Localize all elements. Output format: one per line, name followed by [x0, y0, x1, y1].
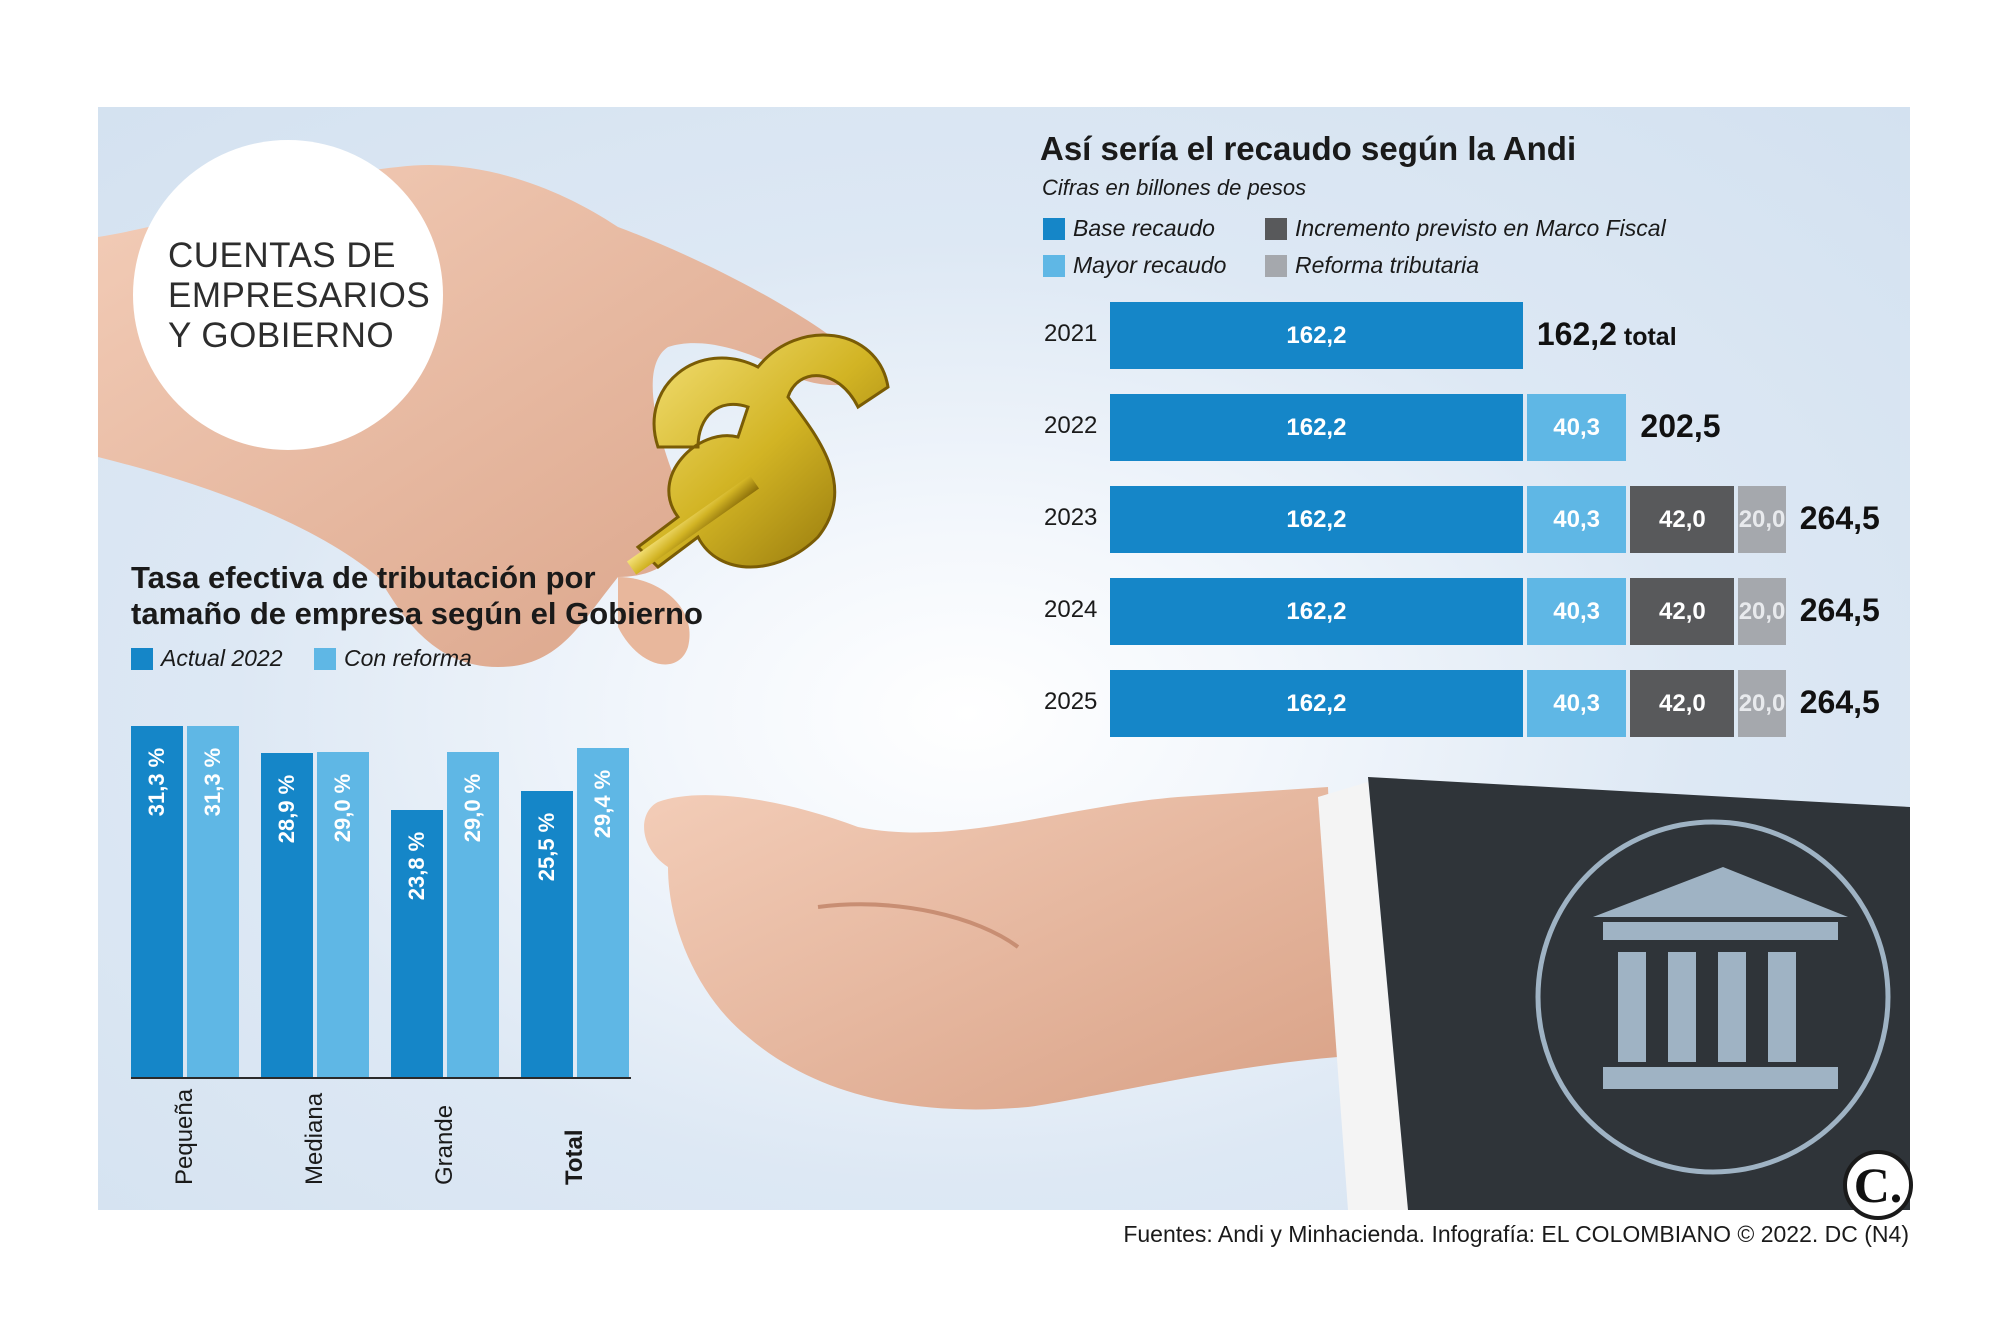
year-label: 2024 [1044, 596, 1098, 623]
legend-label: Mayor recaudo [1073, 252, 1227, 278]
recaudo-chart-subtitle: Cifras en billones de pesos [1042, 175, 1307, 200]
bar-segment: 20,0 [1738, 670, 1786, 737]
total-label: 264,5 [1800, 684, 1880, 721]
tasa-title-line1: Tasa efectiva de tributación por [131, 560, 596, 595]
year-label: 2022 [1044, 412, 1098, 439]
legend-swatch [1265, 217, 1287, 240]
year-label: 2023 [1044, 504, 1098, 531]
year-label: 2025 [1044, 688, 1098, 715]
bar-segment: 40,3 [1526, 394, 1627, 461]
category-label: Grande [431, 1104, 458, 1185]
bar-segment: 20,0 [1738, 578, 1786, 645]
bar-segment: 162,2 [1110, 394, 1523, 461]
bar [187, 726, 239, 1077]
legend-swatch [1265, 254, 1287, 277]
bar [521, 791, 573, 1077]
recaudo-legend-item: Incremento previsto en Marco Fiscal [1265, 215, 1666, 242]
bar-segment: 162,2 [1110, 302, 1523, 369]
bar-value-label: 31,3 % [200, 748, 225, 817]
title-badge [133, 140, 443, 450]
bar-value-label: 25,5 % [534, 813, 559, 882]
bar [131, 726, 183, 1077]
recaudo-legend-item: Base recaudo [1043, 215, 1215, 242]
bar-segment: 40,3 [1526, 578, 1627, 645]
legend-swatch [131, 647, 153, 670]
recaudo-chart-title: Así sería el recaudo según la Andi [1040, 130, 1577, 167]
total-value: 264,5 [1799, 500, 1880, 536]
tasa-chart-title: Tasa efectiva de tributación por tamaño … [131, 560, 703, 632]
total-value: 162,2 [1536, 316, 1617, 352]
total-value: 202,5 [1640, 408, 1721, 444]
year-label: 2021 [1044, 320, 1098, 347]
x-axis-line [131, 1077, 631, 1079]
tasa-legend-item: Con reforma [314, 645, 472, 672]
el-colombiano-logo: C. [1843, 1150, 1913, 1220]
bank-building-icon [1535, 819, 1891, 1175]
legend-swatch [1043, 217, 1065, 240]
bar-segment: 40,3 [1526, 486, 1627, 553]
tasa-legend-item: Actual 2022 [131, 645, 282, 672]
bar-segment: 162,2 [1110, 578, 1523, 645]
hand-receiving-icon [644, 787, 1338, 1110]
bar-segment: 42,0 [1630, 670, 1735, 737]
legend-swatch [1043, 254, 1065, 277]
legend-label: Base recaudo [1073, 215, 1215, 241]
bar-value-label: 31,3 % [144, 748, 169, 817]
bar-segment: 42,0 [1630, 486, 1735, 553]
total-label: 162,2 total [1537, 316, 1677, 353]
bar [391, 810, 443, 1077]
bar-value-label: 23,8 % [404, 832, 429, 901]
illustration [98, 165, 1910, 1210]
bar-value-label: 29,0 % [460, 773, 485, 843]
bar [447, 752, 499, 1077]
legend-swatch [314, 647, 336, 670]
bar-segment: 20,0 [1738, 486, 1786, 553]
dollar-sign-icon [626, 333, 890, 575]
tasa-title-line2: tamaño de empresa según el Gobierno [131, 596, 703, 631]
category-label: Pequeña [171, 1088, 198, 1185]
bar [577, 747, 629, 1077]
bar-segment: 40,3 [1526, 670, 1627, 737]
recaudo-legend-item: Reforma tributaria [1265, 252, 1479, 279]
recaudo-legend-item: Mayor recaudo [1043, 252, 1226, 279]
bank-sleeve [1318, 777, 1910, 1210]
total-label: 264,5 [1800, 592, 1880, 629]
total-suffix: total [1616, 323, 1677, 351]
source-credit: Fuentes: Andi y Minhacienda. Infografía:… [1123, 1221, 1909, 1247]
category-label: Mediana [301, 1092, 328, 1185]
total-value: 264,5 [1799, 592, 1880, 628]
legend-label: Reforma tributaria [1295, 252, 1480, 278]
legend-label: Actual 2022 [161, 645, 283, 671]
bar-segment: 42,0 [1630, 578, 1735, 645]
legend-label: Con reforma [344, 645, 472, 671]
bar-value-label: 28,9 % [274, 775, 299, 844]
total-label: 202,5 [1640, 408, 1720, 445]
bar-value-label: 29,4 % [590, 769, 615, 838]
total-label: 264,5 [1800, 500, 1880, 537]
category-label: Total [561, 1129, 588, 1185]
bar-segment: 162,2 [1110, 486, 1523, 553]
bar [261, 753, 313, 1077]
total-value: 264,5 [1799, 684, 1880, 720]
bar-value-label: 29,0 % [330, 773, 355, 843]
infographic-title: CUENTAS DE EMPRESARIOS Y GOBIERNO [168, 236, 431, 355]
bar [317, 752, 369, 1077]
legend-label: Incremento previsto en Marco Fiscal [1295, 215, 1666, 241]
bar-segment: 162,2 [1110, 670, 1523, 737]
